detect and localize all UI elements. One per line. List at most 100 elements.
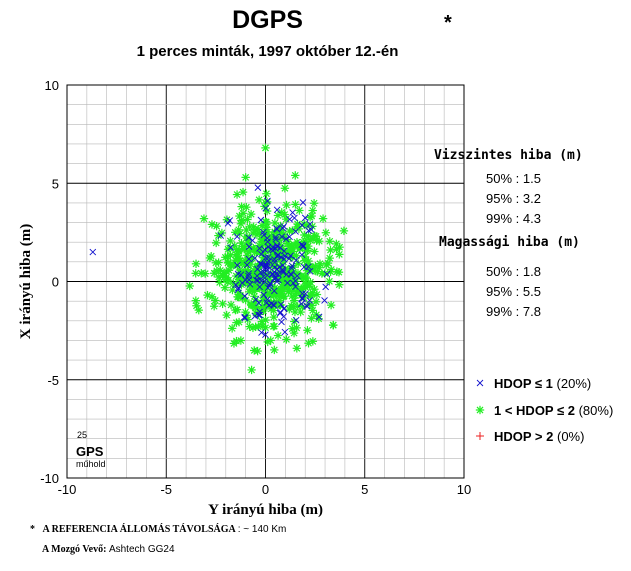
data-point-x bbox=[289, 209, 296, 216]
legend bbox=[475, 379, 485, 440]
data-point-asterisk bbox=[277, 208, 286, 217]
data-point-x bbox=[299, 242, 307, 249]
data-point-x bbox=[293, 272, 301, 280]
data-point-x bbox=[264, 296, 271, 303]
data-point-asterisk bbox=[262, 206, 272, 216]
data-point-x bbox=[261, 246, 269, 254]
data-point-asterisk bbox=[292, 344, 302, 353]
data-point-asterisk bbox=[294, 259, 303, 268]
data-point-x bbox=[280, 223, 288, 230]
data-point-x bbox=[280, 255, 288, 263]
data-point-asterisk bbox=[234, 225, 243, 235]
legend-entry-hdop-gt-2: HDOP > 2 (0%) bbox=[494, 429, 584, 444]
data-point-asterisk bbox=[262, 189, 271, 198]
data-point-asterisk bbox=[247, 365, 256, 375]
data-point-asterisk bbox=[239, 244, 249, 254]
data-point-asterisk bbox=[214, 258, 223, 267]
data-point-asterisk bbox=[191, 296, 201, 305]
data-point-asterisk bbox=[261, 217, 270, 226]
data-point-asterisk bbox=[246, 209, 256, 219]
data-point-x bbox=[273, 225, 280, 232]
data-point-x bbox=[217, 232, 225, 239]
data-point-asterisk bbox=[226, 300, 236, 310]
data-point-asterisk bbox=[326, 300, 336, 310]
data-point-asterisk bbox=[229, 339, 239, 348]
data-point-x bbox=[258, 261, 266, 268]
vertical-error-99: 99% : 7.8 bbox=[486, 304, 541, 319]
data-point-asterisk bbox=[273, 331, 283, 340]
legend-symbol-plus bbox=[476, 432, 484, 440]
data-point-x bbox=[284, 279, 291, 287]
data-point-x bbox=[245, 270, 252, 278]
data-point-x bbox=[235, 284, 242, 292]
data-point-x bbox=[269, 244, 277, 251]
data-point-x bbox=[262, 204, 270, 212]
data-point-x bbox=[292, 228, 299, 235]
data-point-asterisk bbox=[282, 200, 291, 210]
data-point-x bbox=[258, 250, 265, 258]
legend-percent: (20%) bbox=[556, 376, 592, 391]
title-asterisk-marker: * bbox=[444, 12, 452, 34]
data-point-x bbox=[255, 311, 262, 319]
data-point-asterisk bbox=[284, 287, 293, 296]
chart-subtitle: 1 perces minták, 1997 október 12.-én bbox=[136, 43, 399, 60]
footnote-rx-label: A Mozgó Vevő: bbox=[42, 544, 107, 555]
data-point-x bbox=[257, 216, 265, 224]
data-point-x bbox=[256, 283, 263, 291]
data-point-x bbox=[249, 237, 256, 244]
data-point-asterisk bbox=[307, 211, 316, 221]
vertical-error-heading: Magassági hiba (m) bbox=[439, 235, 580, 250]
data-point-asterisk bbox=[288, 324, 297, 333]
legend-symbol-asterisk bbox=[475, 405, 485, 415]
data-point-x bbox=[306, 267, 314, 275]
data-point-x bbox=[292, 256, 300, 264]
data-point-asterisk bbox=[241, 173, 250, 182]
data-point-asterisk bbox=[325, 237, 334, 246]
data-point-x bbox=[270, 275, 278, 282]
data-point-asterisk bbox=[214, 272, 223, 282]
data-point-x bbox=[272, 274, 280, 282]
data-point-x bbox=[226, 217, 234, 224]
chart-title: DGPS bbox=[232, 6, 303, 34]
data-point-asterisk bbox=[315, 259, 325, 268]
data-point-x bbox=[245, 255, 253, 263]
data-point-asterisk bbox=[322, 260, 331, 270]
data-point-x bbox=[264, 197, 271, 205]
data-point-x bbox=[306, 297, 313, 304]
data-point-x bbox=[292, 283, 299, 291]
data-point-x bbox=[298, 251, 306, 259]
data-point-x bbox=[251, 254, 259, 262]
data-point-asterisk bbox=[222, 273, 231, 282]
data-point-asterisk bbox=[242, 225, 251, 235]
satellite-label: GPS bbox=[76, 444, 104, 459]
data-point-asterisk bbox=[216, 266, 225, 275]
data-point-x bbox=[243, 261, 251, 269]
data-point-asterisk bbox=[215, 278, 224, 287]
data-point-x bbox=[279, 262, 287, 269]
data-point-asterisk bbox=[280, 184, 290, 193]
x-tick-label: -10 bbox=[58, 482, 77, 497]
data-point-x bbox=[258, 329, 265, 336]
legend-label: 1 < HDOP ≤ 2 bbox=[494, 403, 575, 418]
data-point-asterisk bbox=[305, 281, 314, 291]
data-point-asterisk bbox=[191, 259, 201, 269]
data-point-x bbox=[255, 299, 262, 307]
data-point-asterisk bbox=[209, 302, 219, 311]
data-point-x bbox=[260, 273, 267, 280]
footnote-marker: * bbox=[30, 524, 35, 535]
horizontal-error-50: 50% : 1.5 bbox=[486, 171, 541, 186]
data-point-asterisk bbox=[185, 281, 194, 291]
data-point-x bbox=[303, 302, 310, 309]
data-point-x bbox=[266, 282, 273, 290]
data-point-asterisk bbox=[243, 215, 252, 224]
data-point-x bbox=[260, 268, 267, 276]
footnote-ref-label: A REFERENCIA ÁLLOMÁS TÁVOLSÁGA bbox=[42, 524, 236, 535]
data-point-x bbox=[254, 184, 262, 191]
legend-entry-hdop-le-1: HDOP ≤ 1 (20%) bbox=[494, 376, 591, 391]
data-point-x bbox=[280, 304, 288, 312]
y-axis-label: X irányú hiba (m) bbox=[18, 224, 34, 339]
data-point-x bbox=[246, 280, 254, 288]
data-point-asterisk bbox=[261, 315, 270, 325]
data-point-asterisk bbox=[294, 224, 304, 234]
data-point-x bbox=[273, 206, 281, 214]
